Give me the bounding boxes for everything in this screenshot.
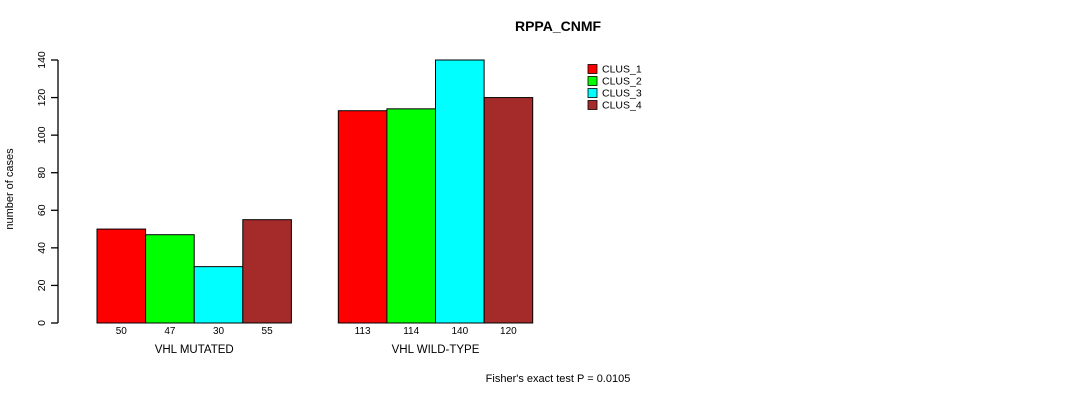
- legend-swatch-clus-3: [587, 88, 598, 98]
- legend-label-clus-4: CLUS_4: [602, 100, 642, 112]
- bar-vhl-mutated-clus-2: [145, 234, 195, 324]
- y-axis-label: number of cases: [4, 148, 16, 230]
- chart-title: RPPA_CNMF: [514, 18, 602, 34]
- group-label-vhl-mutated: VHL MUTATED: [155, 344, 234, 356]
- legend-swatch-clus-4: [587, 100, 598, 110]
- legend-swatch-clus-2: [587, 76, 598, 86]
- legend-swatch-clus-1: [587, 64, 598, 74]
- bar-value-label: 30: [213, 326, 225, 337]
- bar-vhl-mutated-clus-4: [242, 219, 292, 324]
- legend-label-clus-3: CLUS_3: [602, 88, 642, 100]
- y-tick-label: 100: [36, 126, 48, 144]
- legend-label-clus-2: CLUS_2: [602, 76, 642, 88]
- bar-value-label: 47: [164, 326, 176, 337]
- legend-label-clus-1: CLUS_1: [602, 64, 642, 76]
- y-tick-label: 140: [36, 51, 48, 69]
- bar-vhl-mutated-clus-1: [96, 228, 147, 324]
- y-tick-label: 60: [36, 204, 48, 216]
- y-tick-label: 40: [36, 242, 48, 254]
- group-label-vhl-wild-type: VHL WILD-TYPE: [392, 344, 480, 356]
- bar-vhl-wild-type-clus-2: [386, 108, 436, 324]
- bar-vhl-wild-type-clus-3: [435, 59, 485, 324]
- y-tick-label: 80: [36, 167, 48, 179]
- y-tick-label: 120: [36, 89, 48, 107]
- bar-value-label: 50: [116, 326, 128, 337]
- annotation-text: Fisher's exact test P = 0.0105: [485, 373, 631, 385]
- y-tick-label: 20: [36, 279, 48, 291]
- bar-vhl-wild-type-clus-4: [483, 97, 534, 324]
- bar-vhl-mutated-clus-3: [193, 266, 244, 324]
- bar-value-label: 120: [500, 326, 517, 337]
- bar-vhl-wild-type-clus-1: [337, 110, 388, 324]
- bar-value-label: 140: [451, 326, 468, 337]
- bar-value-label: 114: [403, 326, 419, 337]
- y-tick-label: 0: [36, 320, 48, 326]
- bar-value-label: 113: [355, 326, 371, 337]
- bar-value-label: 55: [262, 326, 274, 337]
